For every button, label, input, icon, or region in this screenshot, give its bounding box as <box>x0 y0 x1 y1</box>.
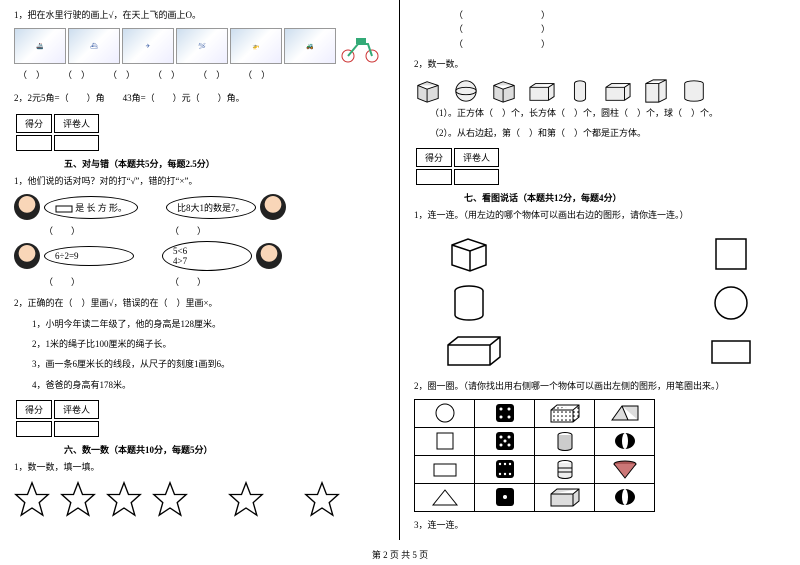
rectangle-icon <box>706 333 756 369</box>
face-icon <box>256 243 282 269</box>
cylinder-icon <box>566 78 594 104</box>
seed-icon <box>610 486 640 508</box>
dice-icon <box>490 486 520 508</box>
star-icon <box>14 481 50 517</box>
thumb-jet: ✈ <box>122 28 174 64</box>
thumb-plane: 🛩 <box>176 28 228 64</box>
star-icon <box>106 481 142 517</box>
vehicle-brackets: （ ）（ ）（ ）（ ）（ ）（ ） <box>18 68 385 81</box>
list-item: 1，小明今年读二年级了，他的身高是128厘米。 <box>32 317 385 331</box>
cuboid-icon <box>642 78 670 104</box>
square-icon <box>430 430 460 452</box>
triangle-icon <box>430 486 460 508</box>
score-box-5: 得分评卷人 <box>14 112 385 153</box>
sphere-icon <box>452 78 480 104</box>
speech-bubble: 是 长 方 形。 <box>44 196 138 219</box>
q2-text: 2，2元5角=（ ）角 43角=（ ）元（ ）角。 <box>14 91 385 105</box>
circle-grid <box>414 399 655 512</box>
cube-icon <box>444 233 494 273</box>
face-icon <box>14 194 40 220</box>
face-icon <box>260 194 286 220</box>
cube-icon <box>490 78 518 104</box>
cuboid-icon <box>444 333 504 369</box>
circle-icon <box>430 402 460 424</box>
can-icon <box>550 430 580 452</box>
speech-bubble: 6÷2=9 <box>44 246 134 266</box>
can-icon <box>550 458 580 480</box>
score-box-6: 得分评卷人 <box>14 398 385 439</box>
sec7-q1: 1，连一连。（用左边的哪个物体可以画出右边的图形，请你连一连。） <box>414 208 786 222</box>
r-q2-line1: （1）。正方体（ ）个，长方体（ ）个，圆柱（ ）个，球（ ）个。 <box>430 106 786 120</box>
thumb-heli: 🚁 <box>230 28 282 64</box>
rectangle-icon <box>430 458 460 480</box>
bubble-row-2: 6÷2=9 5<6 4>7 <box>14 241 385 271</box>
dice-icon <box>490 402 520 424</box>
speech-bubble: 5<6 4>7 <box>162 241 252 271</box>
seed-icon <box>610 430 640 452</box>
section-6-title: 六、数一数（本题共10分，每题5分） <box>64 443 385 456</box>
section-7-title: 七、看图说话（本题共12分，每题4分） <box>464 191 786 204</box>
cuboid-icon <box>528 78 556 104</box>
speech-bubble: 比8大1的数是7。 <box>166 196 256 219</box>
cube-icon <box>414 78 442 104</box>
dice-icon <box>490 430 520 452</box>
r-q2-line2: （2）。从右边起，第（ ）和第（ ）个都是正方体。 <box>430 126 786 140</box>
cylinder-icon <box>680 78 708 104</box>
answer-brackets: （ ）（ ） <box>44 275 385 288</box>
face-icon <box>14 243 40 269</box>
prism-icon <box>608 402 642 424</box>
score-box-7: 得分评卷人 <box>414 146 786 187</box>
section-5-title: 五、对与错（本题共5分，每题2.5分） <box>64 157 385 170</box>
thumb-ferry: ⛴ <box>68 28 120 64</box>
star-icon <box>60 481 96 517</box>
star-icon <box>304 481 340 517</box>
cylinder-icon <box>444 283 494 323</box>
circle-icon <box>706 283 756 323</box>
list-item: 4，爸爸的身高有178米。 <box>32 378 385 392</box>
solids-row <box>414 78 786 104</box>
list-item: 2，1米的绳子比100厘米的绳子长。 <box>32 337 385 351</box>
cone-icon <box>610 458 640 480</box>
sec5-items: 1，小明今年读二年级了，他的身高是128厘米。 2，1米的绳子比100厘米的绳子… <box>32 317 385 393</box>
thumb-fork: 🚜 <box>284 28 336 64</box>
cuboid-icon <box>604 78 632 104</box>
cuboid-icon <box>548 486 582 508</box>
r-q2: 2，数一数。 <box>414 57 786 71</box>
page-footer: 第 2 页 共 5 页 <box>0 548 800 561</box>
star-icon <box>152 481 188 517</box>
thumb-ship: 🚢 <box>14 28 66 64</box>
match-row <box>444 333 756 369</box>
dice-icon <box>490 458 520 480</box>
cuboid-icon <box>548 402 582 424</box>
match-row <box>444 233 756 273</box>
square-icon <box>706 233 756 273</box>
answer-brackets: （ ）（ ） <box>44 224 385 237</box>
star-icon <box>228 481 264 517</box>
q1-text: 1，把在水里行驶的画上√，在天上飞的画上O。 <box>14 8 385 22</box>
sec7-q2: 2，圈一圈。（请你找出用右侧哪一个物体可以画出左侧的图形，用笔圈出来。） <box>414 379 786 393</box>
bubble-row-1: 是 长 方 形。 比8大1的数是7。 <box>14 194 385 220</box>
top-brackets: （ ） （ ） （ ） <box>454 8 786 51</box>
vehicle-images: 🚢 ⛴ ✈ 🛩 🚁 🚜 <box>14 28 385 64</box>
sec6-q1: 1，数一数，填一填。 <box>14 460 385 474</box>
sec5-q1: 1，他们说的话对吗？对的打“√”，错的打“×”。 <box>14 174 385 188</box>
sec7-q3: 3，连一连。 <box>414 518 786 532</box>
thumb-scooter <box>338 28 382 64</box>
match-row <box>444 283 756 323</box>
sec5-q2: 2，正确的在（ ）里画√，错误的在（ ）里画×。 <box>14 296 385 310</box>
stars-row <box>14 481 385 517</box>
list-item: 3，画一条6厘米长的线段，从尺子的刻度1画到6。 <box>32 357 385 371</box>
